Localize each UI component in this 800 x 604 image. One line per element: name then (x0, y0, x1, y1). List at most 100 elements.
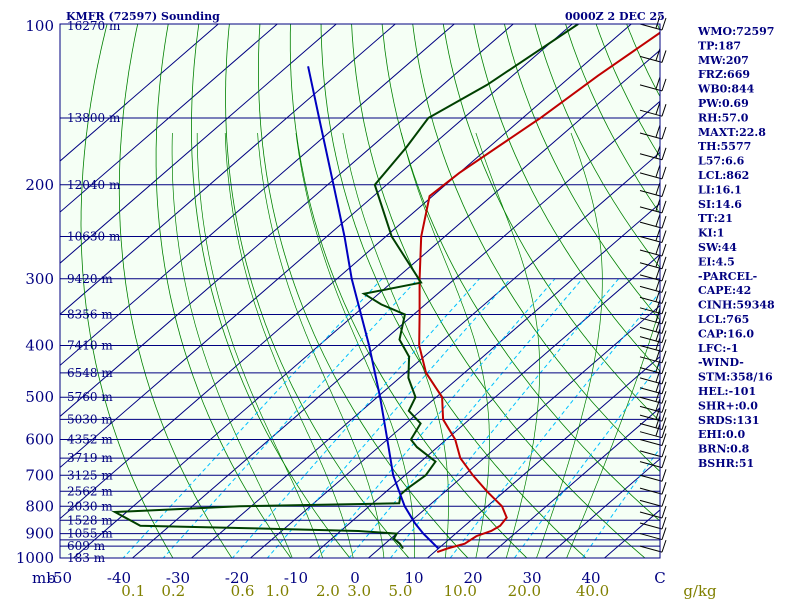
height-label: 12040 m (67, 178, 121, 192)
wind-barb (639, 48, 667, 63)
pressure-tick-label: 500 (25, 388, 54, 406)
wind-barb-flag (661, 166, 667, 180)
wind-barb-shaft (639, 522, 663, 530)
wind-barb-flag (661, 301, 667, 314)
wind-barb (639, 76, 667, 92)
pressure-tick-label: 400 (25, 337, 54, 355)
wind-barb-flag (661, 330, 667, 343)
isotherm-line (60, 24, 397, 315)
temperature-tick-label: -20 (225, 569, 249, 587)
pressure-tick-label: 600 (25, 431, 54, 449)
dry-adiabat-line (155, 24, 292, 558)
height-label: 183 m (67, 551, 106, 565)
index-line: LCL:765 (698, 313, 749, 326)
wind-barb-flag (655, 309, 661, 322)
height-label: 8356 m (67, 308, 113, 322)
pressure-unit-label: mb (32, 569, 56, 587)
wind-barb-flag (661, 505, 667, 519)
wind-barb-shaft (639, 153, 663, 161)
isotherm-line (60, 24, 574, 469)
temperature-tick-label: -30 (166, 569, 190, 587)
wind-barb-shaft (639, 307, 663, 315)
wind-barb (639, 164, 667, 180)
wind-barb (639, 228, 667, 243)
index-line: SHR+:0.0 (698, 399, 758, 412)
pressure-tick-label: 100 (25, 17, 54, 35)
height-label: 1528 m (67, 513, 113, 527)
index-line: CINH:59348 (698, 299, 775, 312)
index-line: BRN:0.8 (698, 443, 750, 456)
temperature-tick-label: C (654, 569, 665, 587)
dry-adiabat-line (381, 24, 660, 522)
wind-barb-flag (655, 369, 661, 383)
isotherm-line (426, 356, 660, 558)
wind-barb-flag (661, 147, 667, 160)
dry-adiabat-line (258, 24, 469, 558)
index-line: HEL:-101 (698, 385, 756, 398)
mixing-ratio-label: 40.0 (576, 582, 609, 600)
wind-barb-flag (655, 398, 661, 411)
mixing-ratio-line (162, 278, 419, 558)
temperature-tick-label: 20 (463, 569, 482, 587)
wind-barb-shaft (639, 533, 663, 541)
wind-barb (639, 198, 667, 214)
temperature-tick-label: -50 (48, 569, 72, 587)
wind-barb-flag (655, 379, 661, 392)
wind-barb-flag (655, 182, 661, 195)
index-line: RH:57.0 (698, 111, 749, 124)
pressure-tick-label: 800 (25, 497, 54, 515)
wind-barb-shaft (639, 206, 663, 214)
plot-frame (59, 23, 661, 559)
wind-barb-shaft (639, 285, 663, 293)
wind-barb-flag (655, 241, 661, 255)
wind-barb (639, 15, 667, 31)
wind-barb-shaft (639, 236, 663, 243)
wind-barb (639, 455, 667, 469)
wind-barb-flag (661, 371, 667, 385)
height-label: 13800 m (67, 111, 121, 125)
wind-barb-shaft (639, 439, 663, 447)
wind-barb-flag (661, 126, 667, 140)
wind-barb-shaft (639, 487, 663, 495)
parcel-line (307, 66, 440, 550)
height-label: 6548 m (67, 366, 113, 380)
wind-barb (639, 266, 667, 282)
height-label: 3719 m (67, 451, 113, 465)
wind-barb (639, 337, 667, 352)
wind-barb-flag (661, 256, 667, 269)
wind-barb-flag (661, 339, 667, 352)
wind-barb-shaft (639, 474, 663, 482)
wind-barb-flag (661, 184, 667, 197)
dry-adiabat-line (534, 24, 660, 269)
wind-barb-flag (661, 381, 667, 394)
wind-barb-shaft (639, 356, 663, 364)
wind-barb-flag (661, 400, 667, 413)
index-line: CAPE:42 (698, 284, 751, 297)
wind-barb-flag (655, 164, 661, 178)
wind-barb (639, 213, 667, 229)
wind-barb-flag (661, 230, 667, 243)
wind-barb-shaft (639, 221, 663, 229)
wind-barb (639, 309, 667, 325)
wind-barb-flag (661, 321, 667, 334)
index-line: KI:1 (698, 227, 724, 240)
wind-barb-flag (655, 415, 661, 428)
height-label: 7410 m (67, 339, 113, 353)
dewpoint-line (111, 24, 579, 550)
height-label: 5760 m (67, 390, 113, 404)
wind-barb-flag (655, 359, 661, 372)
wind-barb (639, 423, 667, 439)
wind-barb-flag (655, 198, 661, 212)
wind-barb (639, 278, 667, 293)
wind-barb-shaft (639, 249, 663, 257)
pressure-tick-label: 900 (25, 525, 54, 543)
height-label: 10630 m (67, 229, 121, 243)
dry-adiabat-line (80, 24, 174, 558)
wind-barb-shaft (639, 274, 663, 282)
wind-barb-flag (661, 17, 667, 31)
wind-barb (639, 145, 667, 161)
wind-barb-flag (661, 361, 667, 374)
index-line: TT:21 (698, 212, 733, 225)
